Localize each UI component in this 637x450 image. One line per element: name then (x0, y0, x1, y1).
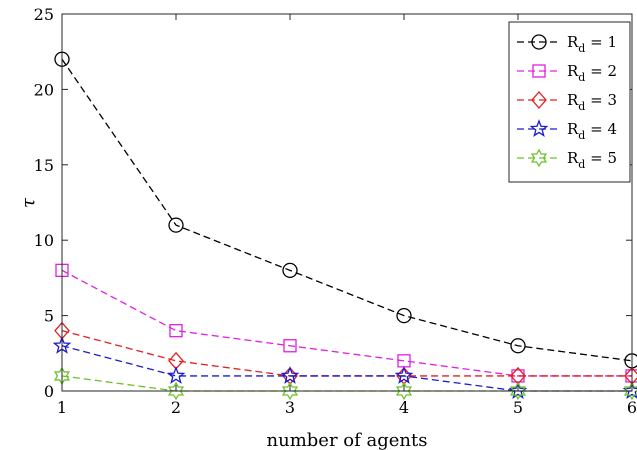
legend-marker (531, 34, 547, 50)
data-point (281, 381, 299, 401)
legend-label: Rd = 1 (567, 33, 617, 55)
data-point (282, 262, 298, 279)
data-point (394, 366, 414, 384)
data-point (396, 307, 412, 324)
y-tick-label: 15 (34, 156, 54, 175)
data-point (395, 381, 413, 401)
y-tick-label: 25 (34, 5, 54, 24)
legend-label: Rd = 3 (567, 91, 617, 113)
legend-item-3: Rd = 3 (517, 91, 617, 113)
data-point (280, 366, 300, 384)
x-tick-label: 6 (627, 398, 637, 417)
x-tick-label: 1 (57, 398, 67, 417)
data-point (623, 381, 637, 401)
data-point (166, 366, 186, 384)
data-point (168, 217, 184, 233)
legend-item-2: Rd = 2 (517, 62, 617, 84)
y-tick-label: 20 (34, 80, 54, 99)
data-point (169, 324, 183, 338)
x-axis-label: number of agents (267, 430, 428, 450)
data-point (167, 381, 185, 401)
legend-marker (530, 148, 548, 168)
legend-item-4: Rd = 4 (517, 119, 617, 142)
data-point (509, 381, 527, 401)
axes (61, 13, 633, 392)
legend-label: Rd = 4 (567, 120, 617, 142)
legend-box (508, 21, 631, 183)
x-tick-label: 4 (399, 398, 409, 417)
legend-label: Rd = 2 (567, 62, 617, 84)
x-tick-label: 3 (285, 398, 295, 417)
data-point (510, 338, 526, 354)
x-tick-label: 5 (513, 398, 523, 417)
legend-marker (532, 64, 546, 78)
y-ticks: 0 5 10 15 20 25 (34, 5, 632, 401)
y-tick-label: 5 (44, 307, 54, 326)
y-tick-label: 10 (34, 231, 54, 250)
x-tick-label: 2 (171, 398, 181, 417)
legend-item-5: Rd = 5 (517, 148, 617, 171)
y-tick-label: 0 (44, 382, 54, 401)
legend-item-1: Rd = 1 (517, 33, 617, 55)
y-axis-label: τ (18, 197, 39, 208)
series-line (61, 269, 632, 377)
legend: Rd = 1 Rd = 2 Rd = 3 Rd = 4 Rd = 5 (508, 21, 631, 183)
legend-marker (531, 91, 547, 109)
series-line (61, 58, 633, 362)
data-point (283, 339, 297, 353)
axes-box (61, 13, 633, 392)
legend-label: Rd = 5 (567, 149, 617, 171)
x-ticks: 1 2 3 4 5 6 (57, 14, 637, 417)
legend-marker (529, 119, 549, 137)
